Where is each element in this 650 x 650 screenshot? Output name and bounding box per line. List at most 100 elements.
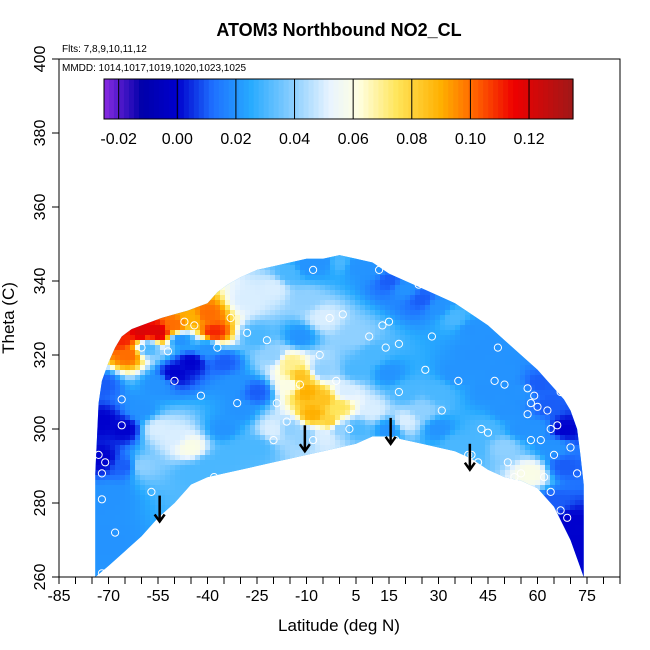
heatmap-cell <box>445 550 450 555</box>
heatmap-cell <box>100 440 105 445</box>
heatmap-cell <box>190 490 195 495</box>
heatmap-cell <box>300 410 305 415</box>
heatmap-cell <box>265 340 270 345</box>
heatmap-cell <box>165 570 170 575</box>
heatmap-cell <box>230 480 235 485</box>
heatmap-cell <box>275 300 280 305</box>
heatmap-cell <box>335 435 340 440</box>
heatmap-cell <box>340 455 345 460</box>
heatmap-cell <box>235 515 240 520</box>
heatmap-cell <box>260 475 265 480</box>
heatmap-cell <box>85 415 90 420</box>
heatmap-cell <box>435 275 440 280</box>
heatmap-cell <box>275 500 280 505</box>
heatmap-cell <box>150 340 155 345</box>
heatmap-cell <box>215 385 220 390</box>
heatmap-cell <box>370 270 375 275</box>
heatmap-cell <box>315 475 320 480</box>
heatmap-cell <box>105 330 110 335</box>
heatmap-cell <box>290 285 295 290</box>
heatmap-cell <box>105 395 110 400</box>
heatmap-cell <box>445 330 450 335</box>
heatmap-cell <box>375 360 380 365</box>
heatmap-cell <box>365 365 370 370</box>
heatmap-cell <box>140 485 145 490</box>
heatmap-cell <box>345 465 350 470</box>
heatmap-cell <box>385 420 390 425</box>
heatmap-cell <box>320 535 325 540</box>
heatmap-cell <box>85 530 90 535</box>
heatmap-cell <box>325 370 330 375</box>
heatmap-cell <box>230 335 235 340</box>
heatmap-cell <box>260 310 265 315</box>
heatmap-cell <box>255 330 260 335</box>
heatmap-cell <box>230 475 235 480</box>
heatmap-cell <box>265 315 270 320</box>
heatmap-cell <box>200 305 205 310</box>
heatmap-cell <box>125 365 130 370</box>
heatmap-cell <box>245 315 250 320</box>
heatmap-cell <box>180 340 185 345</box>
heatmap-cell <box>355 325 360 330</box>
heatmap-cell <box>410 525 415 530</box>
heatmap-cell <box>260 325 265 330</box>
heatmap-cell <box>380 350 385 355</box>
heatmap-cell <box>435 485 440 490</box>
heatmap-cell <box>190 255 195 260</box>
heatmap-cell <box>460 285 465 290</box>
heatmap-cell <box>135 480 140 485</box>
heatmap-cell <box>385 570 390 575</box>
heatmap-cell <box>395 435 400 440</box>
heatmap-cell <box>185 345 190 350</box>
heatmap-cell <box>245 460 250 465</box>
heatmap-cell <box>305 270 310 275</box>
heatmap-cell <box>240 500 245 505</box>
heatmap-cell <box>285 430 290 435</box>
heatmap-cell <box>180 375 185 380</box>
heatmap-cell <box>150 455 155 460</box>
heatmap-cell <box>135 305 140 310</box>
heatmap-cell <box>335 265 340 270</box>
heatmap-cell <box>395 270 400 275</box>
heatmap-cell <box>90 365 95 370</box>
heatmap-cell <box>190 310 195 315</box>
heatmap-cell <box>175 560 180 565</box>
heatmap-cell <box>300 295 305 300</box>
heatmap-cell <box>225 370 230 375</box>
heatmap-cell <box>120 435 125 440</box>
heatmap-cell <box>420 305 425 310</box>
heatmap-cell <box>180 480 185 485</box>
heatmap-cell <box>350 420 355 425</box>
heatmap-cell <box>265 335 270 340</box>
heatmap-cell <box>460 380 465 385</box>
heatmap-cell <box>185 290 190 295</box>
heatmap-cell <box>235 295 240 300</box>
heatmap-cell <box>455 295 460 300</box>
heatmap-cell <box>260 465 265 470</box>
heatmap-cell <box>220 295 225 300</box>
heatmap-cell <box>455 255 460 260</box>
heatmap-cell <box>340 510 345 515</box>
heatmap-cell <box>415 340 420 345</box>
heatmap-cell <box>455 535 460 540</box>
heatmap-cell <box>465 405 470 410</box>
heatmap-cell <box>220 570 225 575</box>
heatmap-cell <box>205 360 210 365</box>
heatmap-cell <box>170 275 175 280</box>
heatmap-cell <box>140 385 145 390</box>
heatmap-cell <box>375 520 380 525</box>
heatmap-cell <box>350 470 355 475</box>
heatmap-cell <box>255 255 260 260</box>
heatmap-cell <box>155 315 160 320</box>
heatmap-cell <box>225 505 230 510</box>
heatmap-cell <box>345 560 350 565</box>
heatmap-cell <box>220 415 225 420</box>
heatmap-cell <box>350 330 355 335</box>
heatmap-cell <box>170 530 175 535</box>
heatmap-cell <box>125 300 130 305</box>
heatmap-cell <box>445 545 450 550</box>
heatmap-cell <box>190 265 195 270</box>
heatmap-cell <box>105 440 110 445</box>
heatmap-cell <box>280 515 285 520</box>
heatmap-cell <box>320 310 325 315</box>
